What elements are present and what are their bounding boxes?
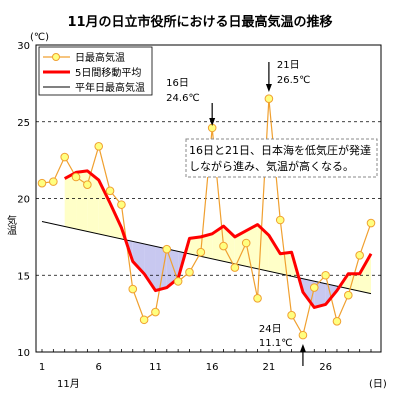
- anomaly-fill: [257, 224, 269, 272]
- daily-max-point: [219, 241, 228, 251]
- anomaly-fill: [64, 172, 77, 229]
- legend-item-moving-avg: 5日間移動平均: [75, 66, 141, 79]
- x-unit-label: (日): [369, 379, 387, 390]
- anomaly-fill: [212, 226, 224, 262]
- daily-max-point: [105, 186, 115, 196]
- y-tick-label: 25: [17, 118, 30, 129]
- daily-max-point: [332, 317, 342, 326]
- annotation-label: 24日: [259, 324, 282, 335]
- y-axis-label: 気温: [5, 214, 17, 235]
- month-label: 11月: [57, 378, 80, 390]
- daily-max-point: [60, 152, 69, 162]
- daily-max-point: [83, 180, 92, 189]
- daily-max-point: [321, 270, 330, 280]
- daily-max-point: [298, 330, 308, 340]
- x-tick-label: 16: [206, 362, 219, 373]
- anomaly-fill: [155, 246, 167, 291]
- daily-max-point: [162, 244, 172, 254]
- annotation-value: 26.5℃: [277, 75, 311, 86]
- daily-max-point: [366, 218, 376, 228]
- chart-title: 11月の日立市役所における日最高気温の推移: [67, 14, 332, 30]
- legend-item-daily-max: 日最高気温: [75, 51, 125, 64]
- anomaly-fill: [234, 230, 247, 267]
- y-tick-label: 10: [17, 348, 30, 359]
- legend-marker: [52, 53, 60, 61]
- anomaly-fill: [98, 180, 111, 237]
- anomaly-fill: [144, 243, 156, 291]
- daily-max-point: [253, 293, 262, 303]
- series-layer: [37, 94, 376, 340]
- daily-max-point: [173, 277, 183, 286]
- note-line-1: 16日と21日、日本海を低気圧が発達: [189, 143, 371, 157]
- y-ticks: 10 15 20 25 30: [17, 41, 30, 359]
- legend: 日最高気温 5日間移動平均 平年日最高気温: [38, 46, 153, 96]
- annotation-arrowhead: [209, 118, 216, 126]
- annotation-value: 24.6℃: [166, 93, 200, 104]
- note-line-2: しながら進み、気温が高くなる。: [189, 159, 354, 173]
- daily-max-point: [128, 284, 138, 294]
- daily-max-point: [196, 247, 206, 257]
- annotation-value: 11.1℃: [259, 338, 293, 349]
- y-unit-label: (℃): [30, 32, 49, 43]
- daily-max-point: [287, 310, 296, 320]
- anomaly-fill: [132, 241, 145, 274]
- anomaly-fill: [268, 235, 281, 274]
- daily-max-point: [139, 315, 149, 325]
- daily-max-point: [230, 263, 240, 272]
- x-tick-label: 6: [96, 362, 102, 373]
- daily-max-point: [309, 283, 319, 292]
- legend-item-normal: 平年日最高気温: [75, 81, 145, 94]
- x-ticks: 1 6 11 16 21 26: [39, 349, 372, 373]
- daily-max-point: [344, 290, 353, 300]
- plot-frame: [35, 44, 382, 353]
- x-tick-label: 21: [263, 362, 276, 373]
- annotation-label: 16日: [166, 78, 189, 89]
- y-tick-label: 30: [17, 41, 30, 52]
- daily-max-point: [117, 200, 126, 209]
- annotation-label: 21日: [277, 60, 300, 71]
- daily-max-point: [94, 142, 104, 151]
- annotation-arrowhead: [265, 84, 272, 92]
- daily-max-point: [71, 172, 81, 182]
- daily-max-point: [151, 307, 160, 317]
- x-tick-label: 1: [39, 362, 45, 373]
- normal-temperature-line: [41, 221, 372, 295]
- x-tick-label: 26: [319, 362, 332, 373]
- note-box: 16日と21日、日本海を低気圧が発達 しながら進み、気温が高くなる。: [185, 138, 378, 178]
- y-tick-label: 15: [17, 271, 30, 282]
- daily-max-point: [275, 215, 285, 225]
- y-tick-label: 20: [17, 195, 30, 206]
- anomaly-fill: [359, 253, 371, 294]
- moving-average-line: [63, 169, 373, 309]
- daily-max-point: [37, 178, 47, 188]
- annotation-arrowhead: [299, 344, 306, 352]
- annotation-layer: 16日 24.6℃ 21日 26.5℃ 24日 11.1℃: [166, 60, 310, 366]
- daily-max-point: [264, 94, 274, 104]
- daily-max-point: [241, 238, 251, 248]
- daily-max-point: [49, 177, 58, 186]
- daily-max-point: [355, 250, 364, 260]
- x-tick-label: 11: [149, 362, 162, 373]
- daily-max-point: [185, 267, 194, 277]
